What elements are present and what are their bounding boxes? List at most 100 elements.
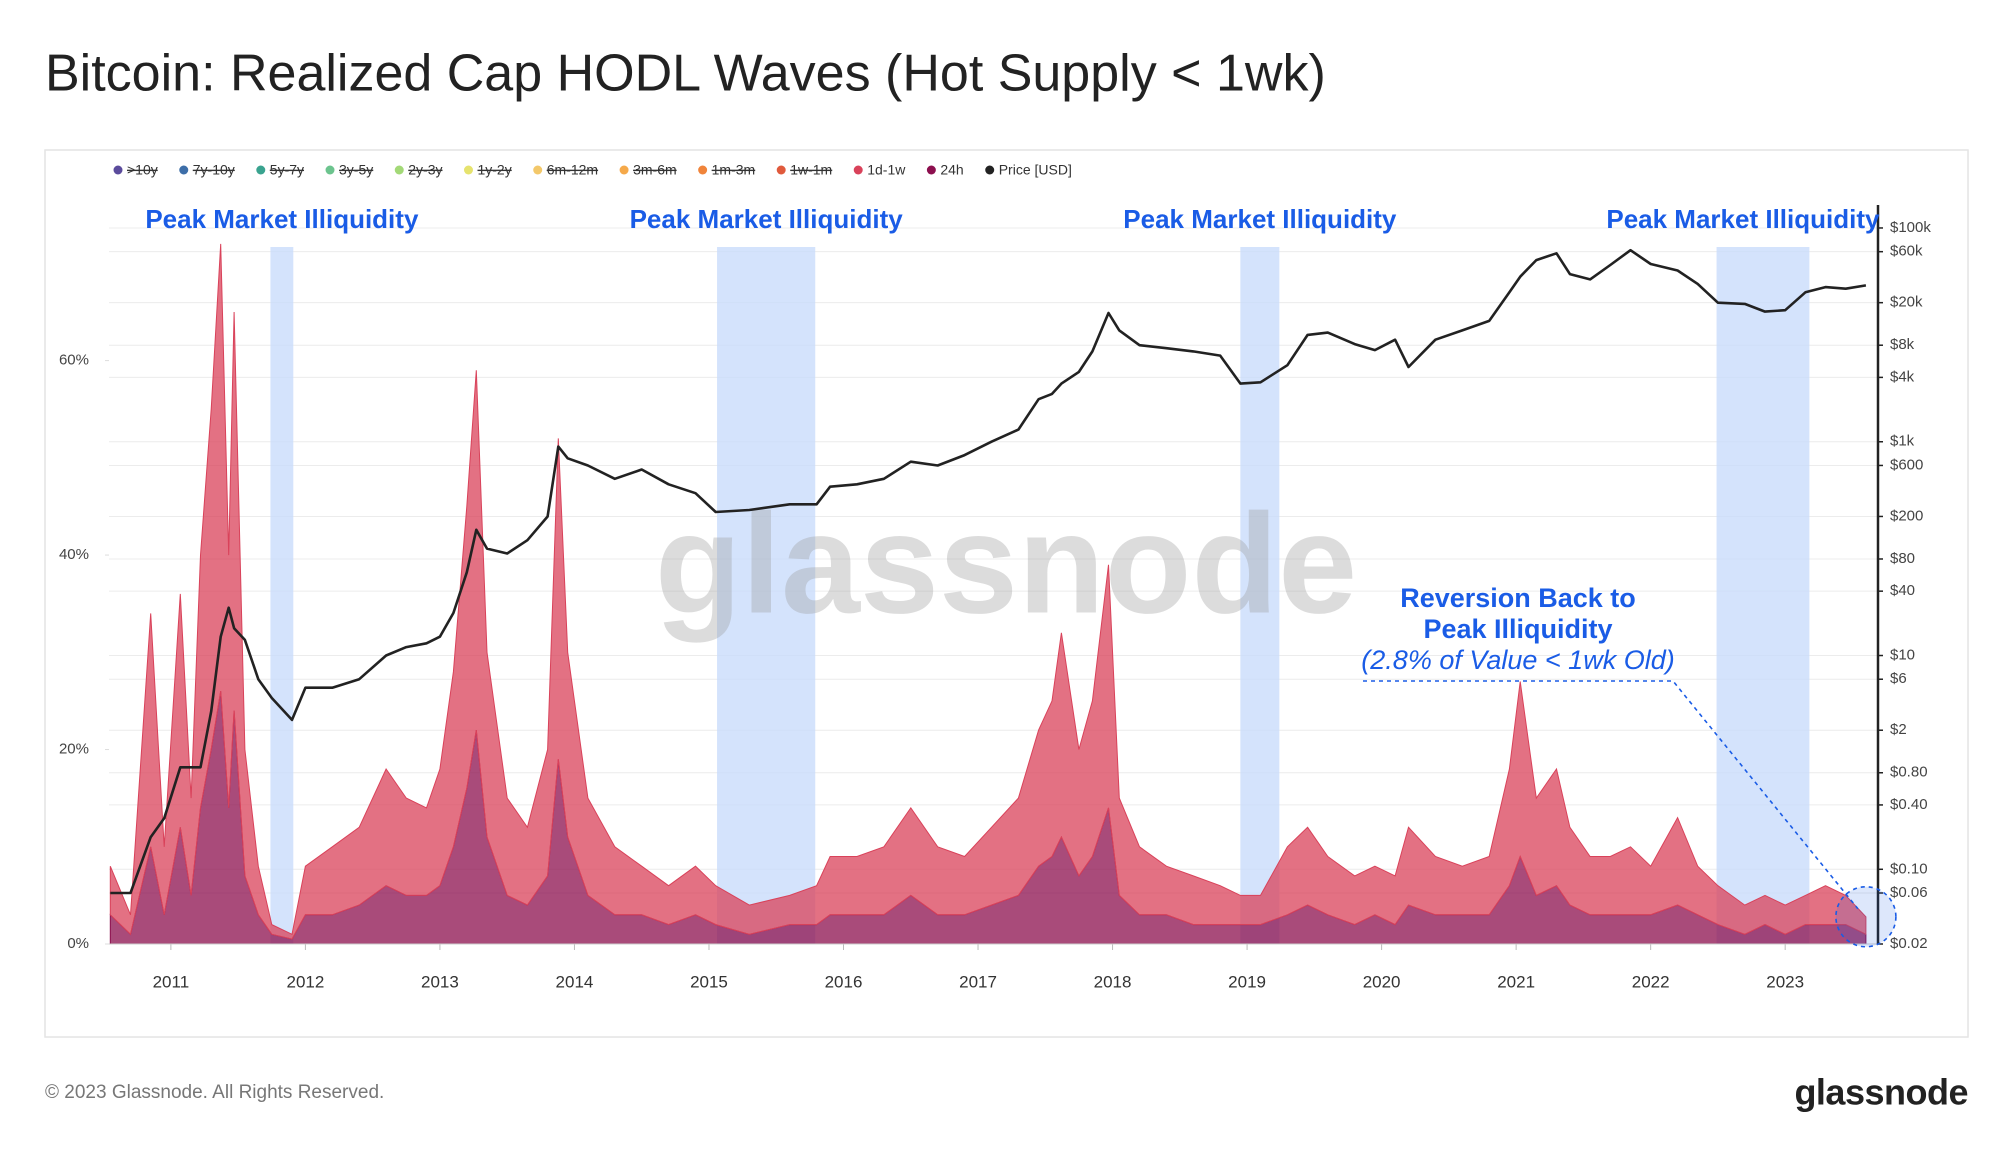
price-line bbox=[110, 248, 1867, 895]
legend-dot bbox=[463, 165, 473, 175]
y2-tick-label: $6 bbox=[1890, 670, 1907, 687]
legend-dot bbox=[533, 165, 543, 175]
x-tick-label: 2012 bbox=[286, 972, 324, 991]
y2-tick-label: $60k bbox=[1890, 243, 1923, 260]
legend-item[interactable]: 1w-1m bbox=[776, 162, 833, 178]
legend-label: 5y-7y bbox=[270, 162, 304, 178]
annotation-text: (2.8% of Value < 1wk Old) bbox=[1361, 645, 1674, 675]
highlight-label: Peak Market Illiquidity bbox=[145, 204, 419, 234]
x-tick-label: 2015 bbox=[690, 972, 728, 991]
watermark: glassnode bbox=[655, 485, 1357, 644]
x-tick-label: 2020 bbox=[1363, 972, 1401, 991]
y2-tick-label: $0.02 bbox=[1890, 935, 1928, 952]
annotation-leader bbox=[1363, 680, 1859, 910]
legend-label: 7y-10y bbox=[193, 162, 235, 178]
y2-tick-label: $0.80 bbox=[1890, 764, 1928, 781]
y2-tick-label: $2 bbox=[1890, 721, 1907, 738]
copyright: © 2023 Glassnode. All Rights Reserved. bbox=[45, 1082, 384, 1103]
highlight-band bbox=[717, 247, 816, 944]
highlight-label: Peak Market Illiquidity bbox=[1606, 204, 1880, 234]
highlight-band bbox=[1716, 247, 1810, 944]
x-tick-label: 2023 bbox=[1766, 972, 1804, 991]
legend-label: >10y bbox=[127, 162, 158, 178]
legend: >10y 7y-10y 5y-7y 3y-5y 2y-3y 1y-2y 6m-12m 3m-6… bbox=[113, 162, 1072, 178]
y2-tick-label: $600 bbox=[1890, 456, 1923, 473]
y2-tick-label: $10 bbox=[1890, 646, 1915, 663]
legend-label: 1d-1w bbox=[867, 162, 906, 178]
y2-tick-label: $4k bbox=[1890, 368, 1915, 385]
y2-tick-label: $20k bbox=[1890, 294, 1923, 311]
y2-tick-label: $0.10 bbox=[1890, 860, 1928, 877]
y-tick-label: 0% bbox=[67, 935, 89, 952]
highlight-label: Peak Market Illiquidity bbox=[1123, 204, 1397, 234]
legend-item[interactable]: 5y-7y bbox=[256, 162, 304, 178]
legend-item[interactable]: 1d-1w bbox=[853, 162, 907, 178]
x-tick-label: 2014 bbox=[556, 972, 594, 991]
y2-tick-label: $0.40 bbox=[1890, 796, 1928, 813]
legend-label: 24h bbox=[940, 162, 963, 178]
legend-label: 2y-3y bbox=[408, 162, 442, 178]
y-tick-label: 20% bbox=[59, 740, 89, 757]
y2-tick-label: $80 bbox=[1890, 550, 1915, 567]
highlight-band bbox=[1240, 247, 1280, 944]
annotation-text: Reversion Back to bbox=[1400, 583, 1636, 613]
chart-title: Bitcoin: Realized Cap HODL Waves (Hot Su… bbox=[45, 45, 1326, 103]
y-tick-label: 40% bbox=[59, 546, 89, 563]
legend-label: 3m-6m bbox=[633, 162, 677, 178]
x-tick-label: 2019 bbox=[1228, 972, 1266, 991]
legend-item[interactable]: 3y-5y bbox=[325, 162, 374, 178]
annotation-text: Peak Illiquidity bbox=[1423, 614, 1612, 644]
legend-dot bbox=[926, 165, 936, 175]
legend-item[interactable]: 1y-2y bbox=[463, 162, 512, 178]
legend-dot bbox=[113, 165, 123, 175]
y2-tick-label: $1k bbox=[1890, 433, 1915, 450]
y-tick-label: 60% bbox=[59, 352, 89, 369]
legend-dot bbox=[985, 165, 995, 175]
highlight-band bbox=[270, 247, 294, 944]
x-tick-label: 2011 bbox=[153, 972, 190, 991]
legend-dot bbox=[256, 165, 266, 175]
legend-label: 1m-3m bbox=[712, 162, 756, 178]
legend-item[interactable]: 6m-12m bbox=[533, 162, 598, 178]
legend-dot bbox=[179, 165, 189, 175]
y2-tick-label: $0.06 bbox=[1890, 884, 1928, 901]
y2-tick-label: $8k bbox=[1890, 336, 1915, 353]
legend-label: 1w-1m bbox=[790, 162, 832, 178]
x-tick-label: 2021 bbox=[1497, 972, 1535, 991]
y2-tick-label: $200 bbox=[1890, 507, 1923, 524]
highlight-bands bbox=[270, 247, 1810, 944]
legend-item[interactable]: 24h bbox=[926, 162, 964, 178]
x-tick-label: 2013 bbox=[421, 972, 459, 991]
legend-dot bbox=[776, 165, 786, 175]
axes: $0.02 $0.06 $0.10 $0.40 $0.80 $2 $6 $10 $40 $80 $2… bbox=[59, 205, 1931, 991]
legend-item[interactable]: 1m-3m bbox=[698, 162, 755, 178]
legend-item[interactable]: Price [USD] bbox=[985, 162, 1072, 178]
legend-dot bbox=[325, 165, 335, 175]
lines bbox=[110, 248, 1867, 895]
legend-item[interactable]: 3m-6m bbox=[619, 162, 677, 178]
legend-dot bbox=[853, 165, 863, 175]
legend-label: 3y-5y bbox=[339, 162, 373, 178]
annotation: Peak Market Illiquidity Peak Market Illiq… bbox=[145, 204, 1897, 948]
x-tick-label: 2016 bbox=[825, 972, 863, 991]
highlight-label: Peak Market Illiquidity bbox=[630, 204, 904, 234]
x-tick-label: 2018 bbox=[1094, 972, 1132, 991]
x-tick-label: 2017 bbox=[959, 972, 997, 991]
legend-label: Price [USD] bbox=[999, 162, 1072, 178]
legend-dot bbox=[619, 165, 629, 175]
legend-label: 6m-12m bbox=[547, 162, 598, 178]
legend-dot bbox=[394, 165, 404, 175]
annotation-circle bbox=[1835, 885, 1897, 948]
legend-item[interactable]: 2y-3y bbox=[394, 162, 443, 178]
y2-tick-label: $100k bbox=[1890, 219, 1931, 236]
legend-item[interactable]: 7y-10y bbox=[179, 162, 235, 178]
legend-item[interactable]: >10y bbox=[113, 162, 158, 178]
legend-dot bbox=[698, 165, 708, 175]
legend-label: 1y-2y bbox=[477, 162, 511, 178]
y2-tick-label: $40 bbox=[1890, 582, 1915, 599]
logo: glassnode bbox=[1794, 1072, 1968, 1113]
area bbox=[109, 243, 1867, 940]
x-tick-label: 2022 bbox=[1632, 972, 1670, 991]
